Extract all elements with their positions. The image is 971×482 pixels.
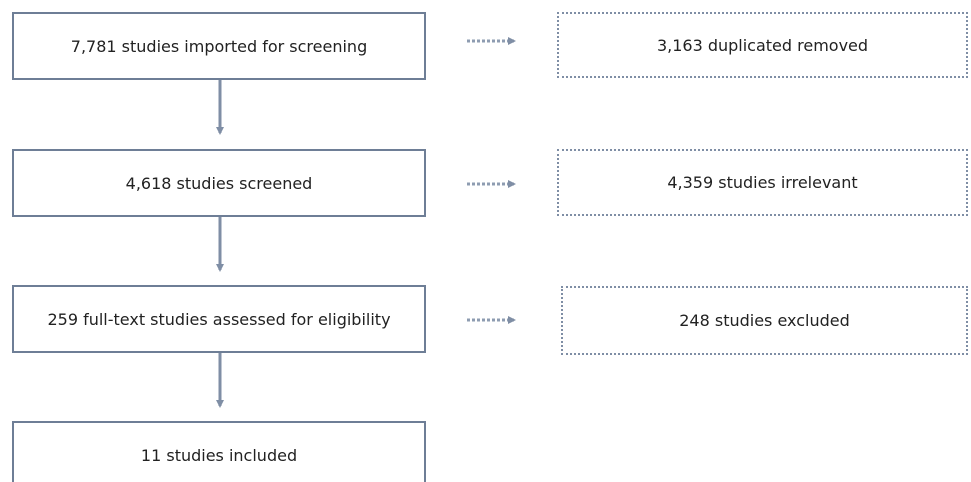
step-box: 7,781 studies imported for screening — [12, 12, 426, 80]
step-box: 259 full-text studies assessed for eligi… — [12, 285, 426, 353]
removed-box: 248 studies excluded — [561, 286, 968, 355]
removed-box: 4,359 studies irrelevant — [557, 149, 968, 216]
removed-label: 248 studies excluded — [679, 311, 850, 330]
step-box: 11 studies included — [12, 421, 426, 482]
step-box: 4,618 studies screened — [12, 149, 426, 217]
step-label: 4,618 studies screened — [125, 173, 313, 193]
removed-label: 3,163 duplicated removed — [656, 35, 869, 55]
step-label: 7,781 studies imported for screening — [70, 36, 368, 56]
step-label: 259 full-text studies assessed for eligi… — [47, 309, 391, 329]
side-arrows — [467, 37, 516, 324]
step-label: 11 studies included — [140, 446, 298, 465]
removed-label: 4,359 studies irrelevant — [667, 173, 858, 192]
removed-box: 3,163 duplicated removed — [557, 12, 968, 78]
